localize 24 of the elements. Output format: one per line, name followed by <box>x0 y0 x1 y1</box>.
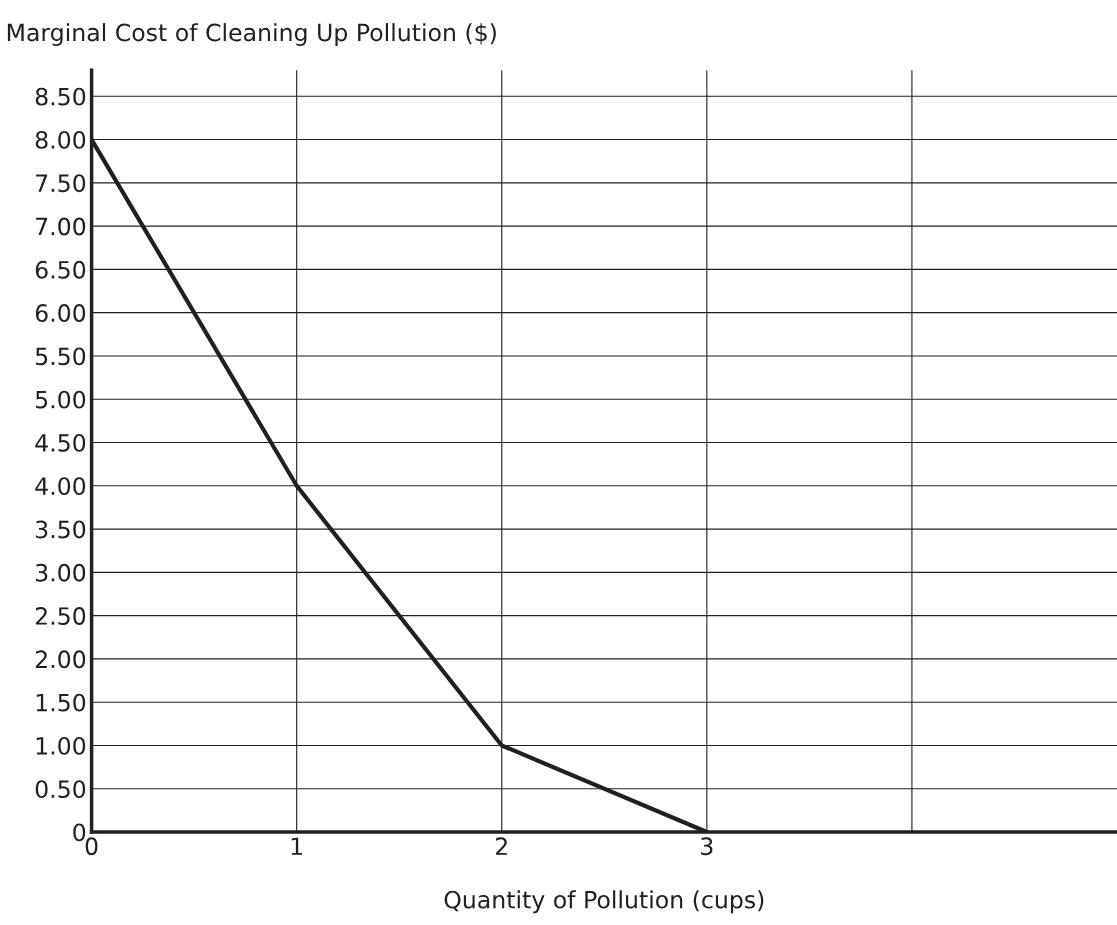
y-tick-label: 5.00 <box>35 390 86 409</box>
y-tick-label: 7.50 <box>36 174 86 193</box>
y-axis-title: Marginal Cost of Cleaning Up Pollution ($) <box>7 23 496 46</box>
y-tick-label: 3.00 <box>35 563 86 582</box>
y-tick-label: 4.00 <box>35 477 86 496</box>
y-tick-label: 8.00 <box>35 131 86 149</box>
y-tick-label: 2.00 <box>35 650 86 669</box>
x-tick-label: 3 <box>701 837 713 856</box>
y-tick-label: 4.50 <box>35 433 86 452</box>
y-tick-label: 3.50 <box>35 520 86 539</box>
y-tick-label: 6.00 <box>35 304 86 322</box>
y-tick-label: 0 <box>73 823 86 842</box>
y-tick-label: 2.50 <box>35 607 86 625</box>
y-tick-label: 1.00 <box>36 736 86 755</box>
y-tick-label: 7.00 <box>36 217 86 236</box>
y-tick-label: 0.50 <box>35 780 86 799</box>
y-tick-label: 1.50 <box>36 693 86 712</box>
x-tick-label: 2 <box>495 837 507 855</box>
y-tick-label: 5.50 <box>35 347 86 366</box>
x-axis-title: Quantity of Pollution (cups) <box>444 890 764 914</box>
x-tick-label: 1 <box>291 837 303 855</box>
y-tick-label: 6.50 <box>35 260 86 279</box>
y-tick-label: 8.50 <box>35 87 86 106</box>
x-tick-label: 0 <box>85 837 98 856</box>
